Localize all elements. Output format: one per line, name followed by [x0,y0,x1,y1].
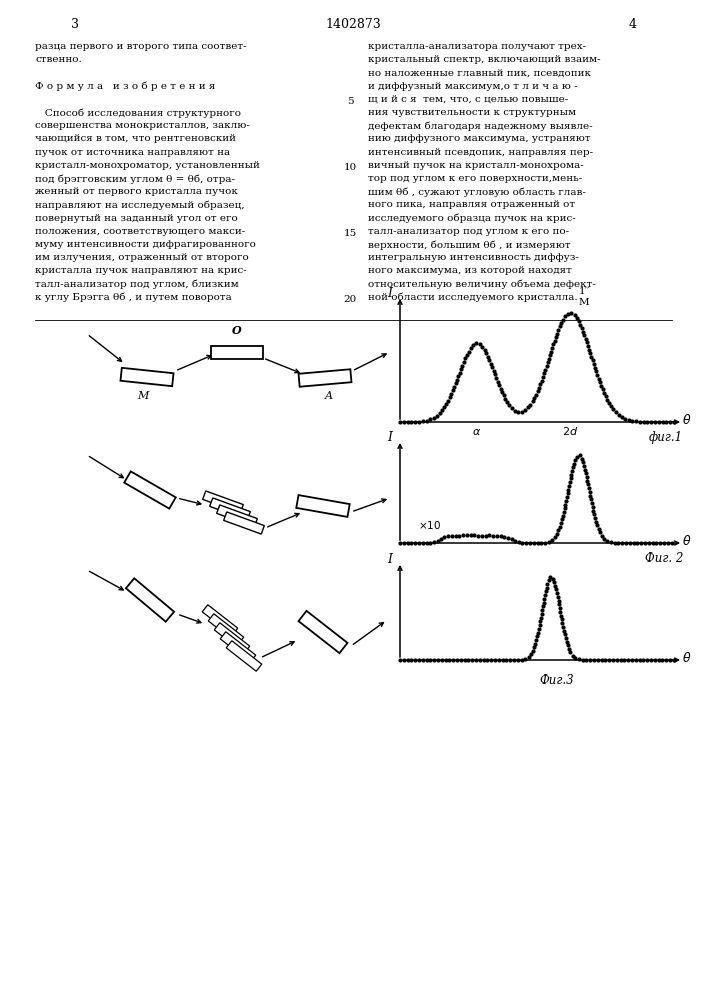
Text: относительную величину объема дефект-: относительную величину объема дефект- [368,280,596,289]
Text: и диффузный максимум,о т л и ч а ю -: и диффузный максимум,о т л и ч а ю - [368,82,578,91]
Polygon shape [296,495,350,517]
Polygon shape [202,605,238,635]
Text: 3: 3 [71,17,79,30]
Text: кристалла пучок направляют на крис-: кристалла пучок направляют на крис- [35,266,247,275]
Text: $\theta$: $\theta$ [682,534,691,548]
Polygon shape [214,623,250,653]
Polygon shape [211,346,263,359]
Polygon shape [216,505,257,527]
Polygon shape [221,632,256,662]
Text: 15: 15 [344,229,356,238]
Text: под брэгговским углом θ = θб, отра-: под брэгговским углом θ = θб, отра- [35,174,235,184]
Text: фиг.1: фиг.1 [649,432,683,444]
Polygon shape [126,578,174,622]
Text: 4: 4 [629,17,637,30]
Text: Способ исследования структурного: Способ исследования структурного [35,108,241,117]
Polygon shape [210,498,250,520]
Polygon shape [223,512,264,534]
Text: совершенства монокристаллов, заклю-: совершенства монокристаллов, заклю- [35,121,250,130]
Text: верхности, большим θб , и измеряют: верхности, большим θб , и измеряют [368,240,571,249]
Text: им излучения, отраженный от второго: им излучения, отраженный от второго [35,253,249,262]
Text: к углу Брэгга θб , и путем поворота: к углу Брэгга θб , и путем поворота [35,293,232,302]
Text: исследуемого образца пучок на крис-: исследуемого образца пучок на крис- [368,214,575,223]
Polygon shape [226,641,262,671]
Text: кристальный спектр, включающий взаим-: кристальный спектр, включающий взаим- [368,55,601,64]
Text: O: O [232,325,242,336]
Text: ной области исследуемого кристалла.: ной области исследуемого кристалла. [368,293,578,302]
Text: I: I [387,287,392,300]
Text: 1402873: 1402873 [325,17,381,30]
Polygon shape [298,369,351,387]
Text: A: A [325,391,333,401]
Polygon shape [209,614,244,644]
Text: интегральную интенсивность диффуз-: интегральную интенсивность диффуз- [368,253,579,262]
Text: Фиг.3: Фиг.3 [539,674,574,686]
Text: I: I [387,431,392,444]
Polygon shape [298,611,347,653]
Text: 10: 10 [344,163,356,172]
Polygon shape [120,368,173,386]
Text: положения, соответствующего макси-: положения, соответствующего макси- [35,227,245,236]
Text: $\alpha$: $\alpha$ [472,427,481,437]
Text: M: M [137,391,148,401]
Text: вичный пучок на кристалл-монохрома-: вичный пучок на кристалл-монохрома- [368,161,584,170]
Text: нию диффузного максимума, устраняют: нию диффузного максимума, устраняют [368,134,590,143]
Text: $\times 10$: $\times 10$ [418,519,441,531]
Text: 20: 20 [344,295,356,304]
Text: щ и й с я  тем, что, с целью повыше-: щ и й с я тем, что, с целью повыше- [368,95,568,104]
Text: но наложенные главный пик, псевдопик: но наложенные главный пик, псевдопик [368,68,591,77]
Text: 5: 5 [346,97,354,106]
Text: разца первого и второго типа соответ-: разца первого и второго типа соответ- [35,42,247,51]
Text: $\theta$: $\theta$ [682,651,691,665]
Text: талл-анализатор под углом к его по-: талл-анализатор под углом к его по- [368,227,569,236]
Text: направляют на исследуемый образец,: направляют на исследуемый образец, [35,200,245,210]
Text: муму интенсивности дифрагированного: муму интенсивности дифрагированного [35,240,256,249]
Text: $2d$: $2d$ [562,425,578,437]
Text: повернутый на заданный угол от его: повернутый на заданный угол от его [35,214,238,223]
Text: $\theta$: $\theta$ [682,413,691,427]
Text: дефектам благодаря надежному выявле-: дефектам благодаря надежному выявле- [368,121,592,131]
Text: Фиг. 2: Фиг. 2 [645,552,683,566]
Text: ственно.: ственно. [35,55,82,64]
Text: ного максимума, из которой находят: ного максимума, из которой находят [368,266,572,275]
Text: чающийся в том, что рентгеновский: чающийся в том, что рентгеновский [35,134,236,143]
Text: I: I [387,553,392,566]
Text: талл-анализатор под углом, близким: талл-анализатор под углом, близким [35,280,239,289]
Text: кристалл-монохроматор, установленный: кристалл-монохроматор, установленный [35,161,260,170]
Text: интенсивный псевдопик, направляя пер-: интенсивный псевдопик, направляя пер- [368,148,593,157]
Text: женный от первого кристалла пучок: женный от первого кристалла пучок [35,187,238,196]
Text: кристалла-анализатора получают трех-: кристалла-анализатора получают трех- [368,42,586,51]
Text: пучок от источника направляют на: пучок от источника направляют на [35,148,230,157]
Polygon shape [124,471,176,509]
Polygon shape [203,491,243,513]
Text: 1′′
M: 1′′ M [578,287,590,307]
Text: тор под углом к его поверхности,мень-: тор под углом к его поверхности,мень- [368,174,583,183]
Text: ного пика, направляя отраженный от: ного пика, направляя отраженный от [368,200,575,209]
Text: Ф о р м у л а   и з о б р е т е н и я: Ф о р м у л а и з о б р е т е н и я [35,82,216,91]
Text: ния чувствительности к структурным: ния чувствительности к структурным [368,108,576,117]
Text: шим θб , сужают угловую область глав-: шим θб , сужают угловую область глав- [368,187,586,197]
